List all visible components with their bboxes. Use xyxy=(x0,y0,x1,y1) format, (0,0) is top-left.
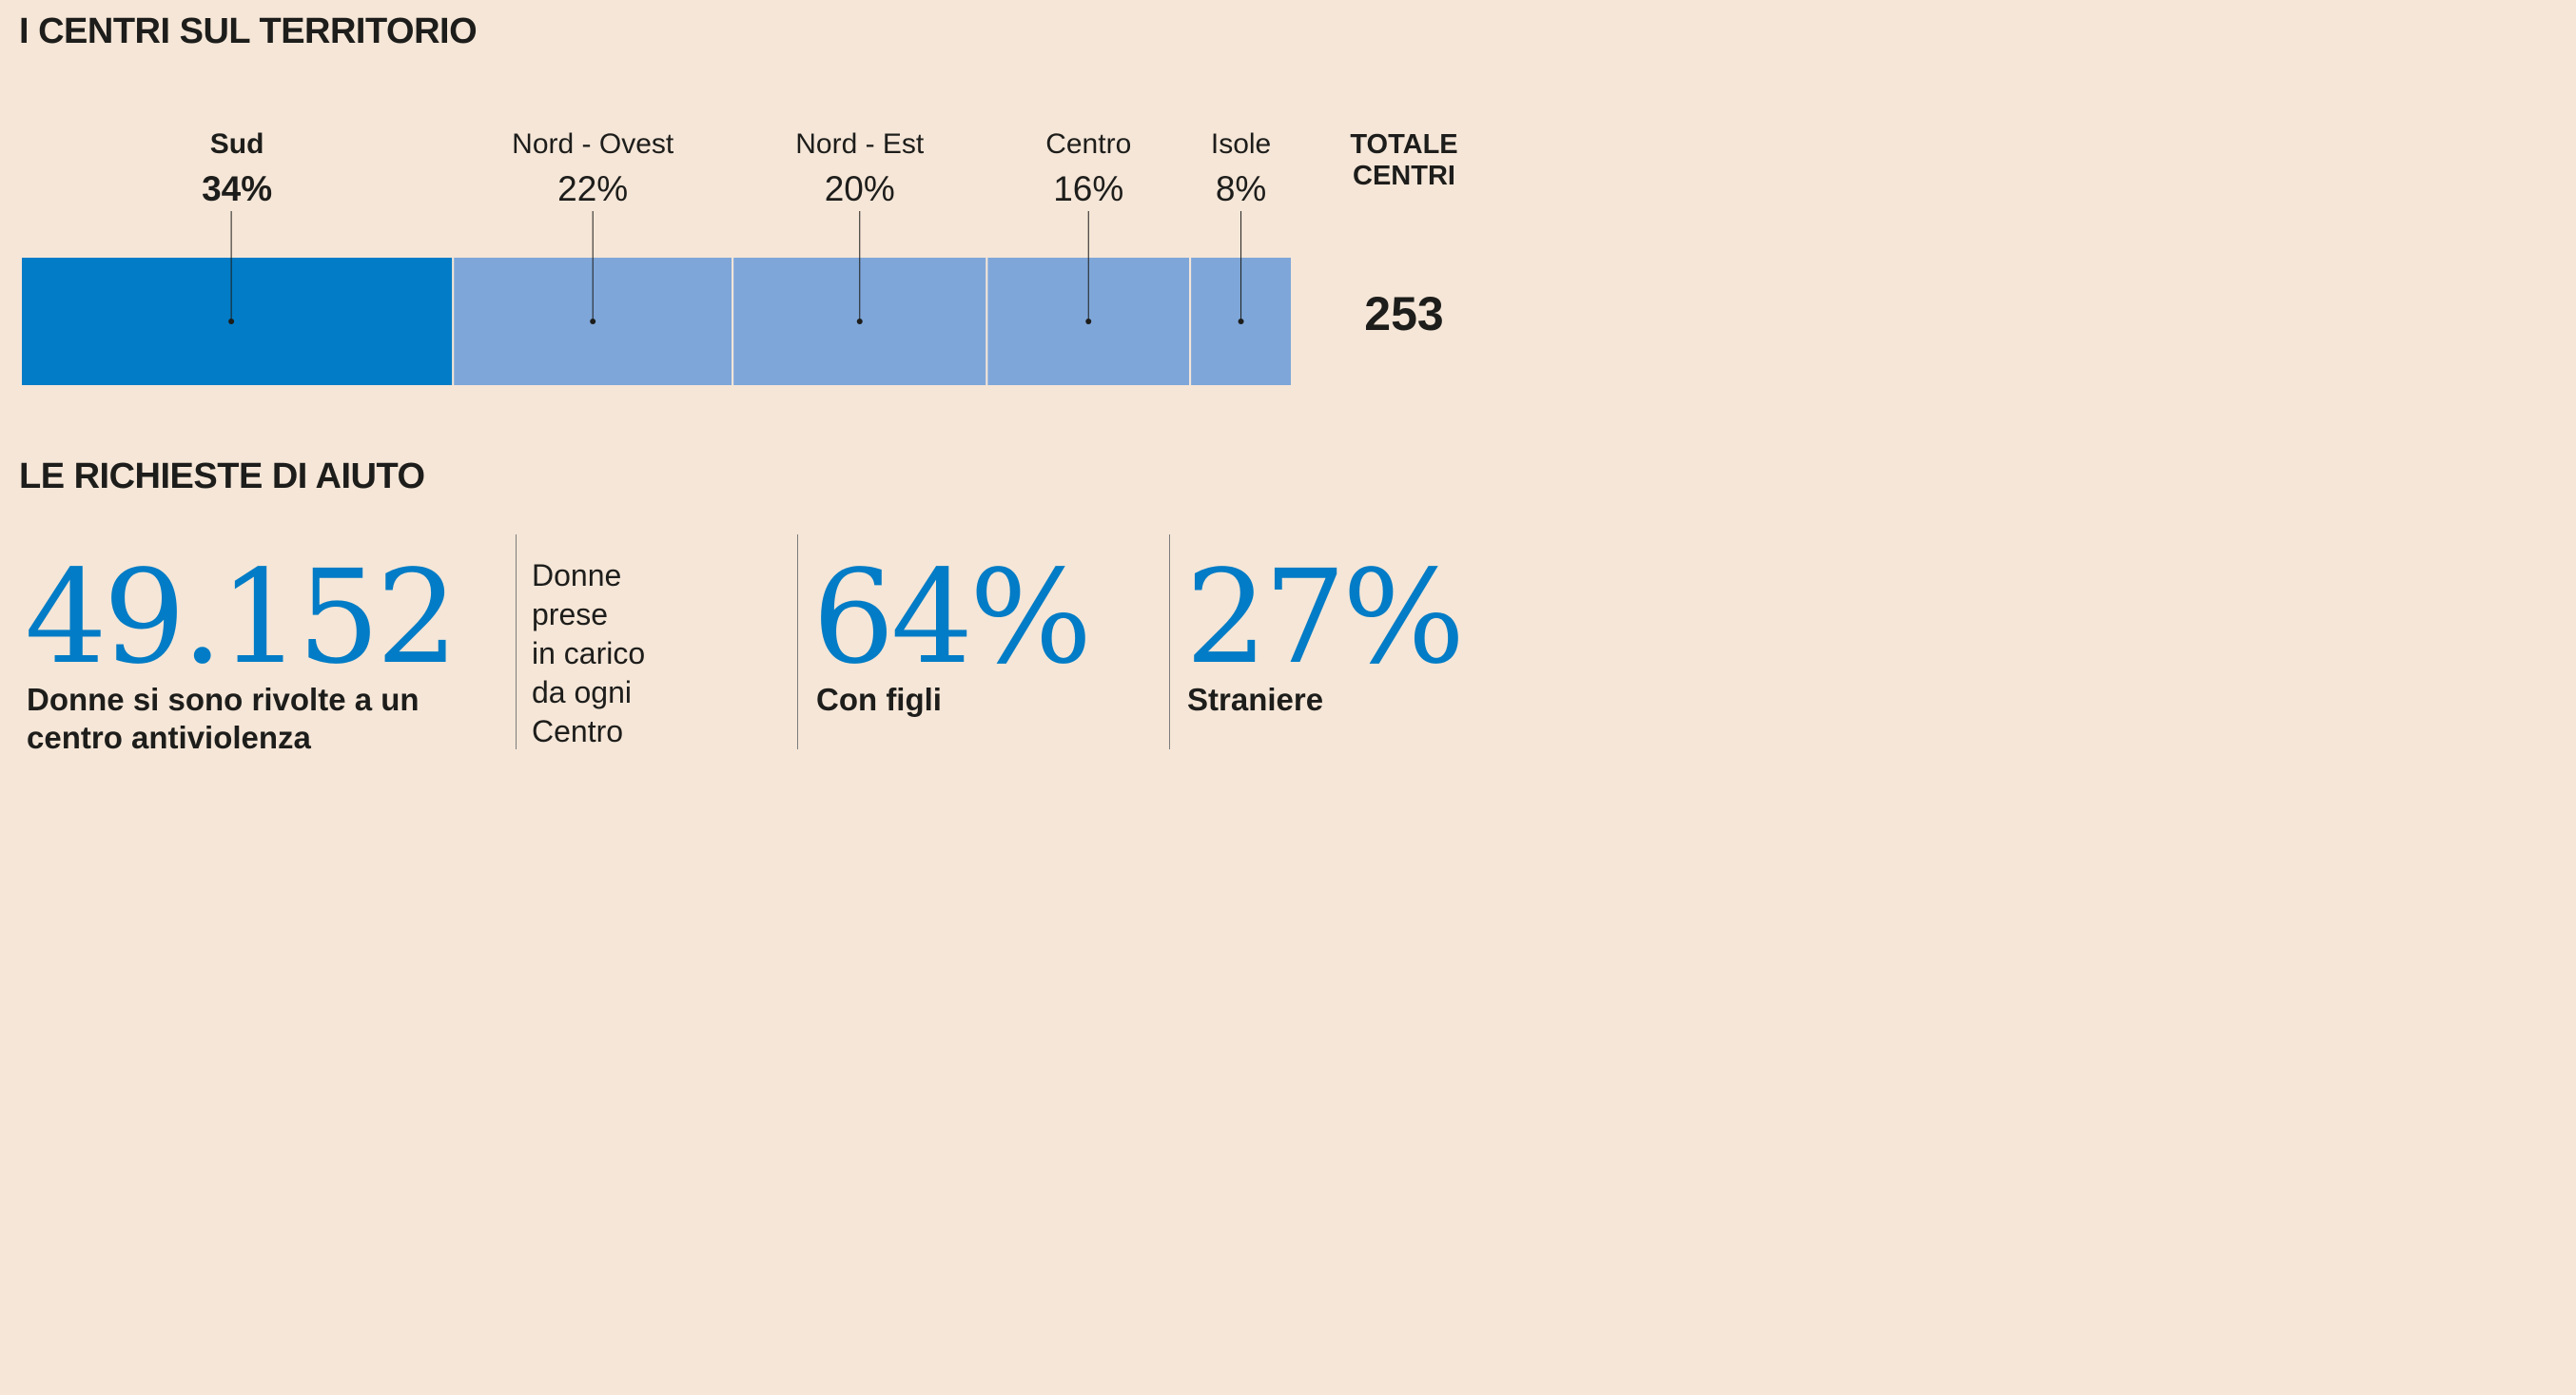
value-label-sud: 34% xyxy=(202,169,272,208)
total-label-line1: TOTALE xyxy=(1350,129,1458,160)
leader-dot xyxy=(1238,319,1244,324)
value-label-isole: 8% xyxy=(1216,169,1266,208)
stat-straniere-label: Straniere xyxy=(1187,682,1324,717)
category-label-isole: Isole xyxy=(1211,128,1271,160)
stat-straniere-value: 27% xyxy=(1185,543,1465,693)
leader-dot xyxy=(1085,319,1092,324)
stacked-bar-chart: Sud 34% Nord - Ovest 22% Nord - Est 20% Centro… xyxy=(20,128,1293,387)
category-label-sud: Sud xyxy=(210,128,264,160)
total-label-line2: CENTRI xyxy=(1353,161,1455,191)
stat-donne-label: Donne si sono rivolte a un centro antivi… xyxy=(27,682,420,755)
stat-per-centro-label: Donne prese in carico da ogni Centro xyxy=(532,556,779,751)
leader-dot xyxy=(228,319,235,324)
divider xyxy=(516,534,517,749)
bar-segment-sud xyxy=(20,256,455,387)
total-value: 253 xyxy=(1364,287,1444,340)
stat-figli-value: 64% xyxy=(812,543,1092,693)
leader-dot xyxy=(590,319,596,324)
stat-figli-label: Con figli xyxy=(816,682,942,717)
divider xyxy=(797,534,798,749)
value-label-nord-ovest: 22% xyxy=(557,169,628,208)
leader-dot xyxy=(856,319,863,324)
stat-per-centro-line: prese xyxy=(532,597,609,631)
stat-donne-value: 49.152 xyxy=(25,543,459,693)
category-label-centro: Centro xyxy=(1045,128,1131,160)
value-label-centro: 16% xyxy=(1053,169,1123,208)
value-label-nord-est: 20% xyxy=(825,169,895,208)
divider xyxy=(1169,534,1170,749)
category-label-nord-ovest: Nord - Ovest xyxy=(512,128,674,160)
stat-per-centro-line: Donne xyxy=(532,558,622,592)
stat-per-centro-line: Centro xyxy=(532,714,624,748)
category-label-nord-est: Nord - Est xyxy=(795,128,925,160)
total-label: TOTALE CENTRI xyxy=(1328,129,1480,192)
stat-per-centro-line: in carico xyxy=(532,636,646,670)
section-title-territorio: I CENTRI SUL TERRITORIO xyxy=(19,11,478,51)
stat-per-centro-line: da ogni xyxy=(532,675,632,709)
section-title-richieste: LE RICHIESTE DI AIUTO xyxy=(19,456,425,496)
